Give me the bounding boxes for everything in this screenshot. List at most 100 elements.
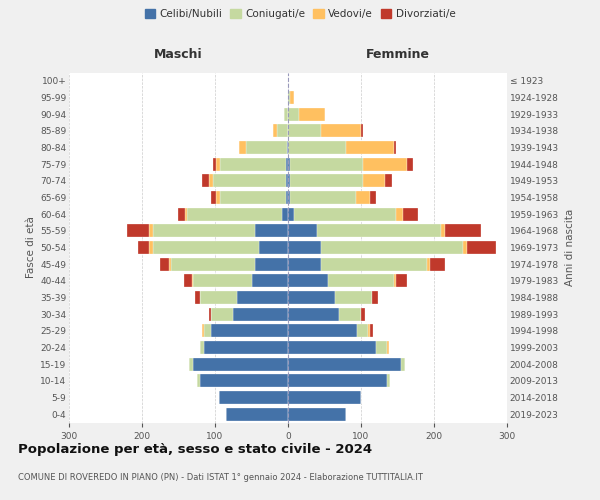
Bar — [321, 241, 463, 254]
Bar — [299, 108, 325, 120]
Legend: Celibi/Nubili, Coniugati/e, Vedovi/e, Divorziati/e: Celibi/Nubili, Coniugati/e, Vedovi/e, Di… — [140, 5, 460, 24]
Bar — [286, 158, 288, 170]
Bar — [370, 191, 376, 204]
Bar — [288, 358, 401, 370]
Bar — [160, 258, 169, 270]
Bar — [193, 358, 288, 370]
Bar — [372, 291, 378, 304]
Bar — [149, 224, 153, 237]
Bar — [190, 358, 193, 370]
Bar — [200, 374, 288, 388]
Bar — [290, 158, 363, 170]
Bar — [255, 258, 288, 270]
Bar — [274, 124, 277, 138]
Bar — [370, 324, 373, 338]
Bar — [204, 341, 288, 354]
Bar — [288, 408, 346, 420]
Bar — [361, 124, 363, 138]
Bar — [288, 274, 328, 287]
Bar — [445, 224, 481, 237]
Bar — [396, 274, 407, 287]
Text: Maschi: Maschi — [154, 48, 203, 61]
Bar — [178, 208, 185, 220]
Bar — [149, 241, 153, 254]
Bar — [328, 274, 394, 287]
Bar — [288, 158, 290, 170]
Bar — [251, 274, 288, 287]
Bar — [288, 174, 290, 188]
Bar — [407, 158, 413, 170]
Bar — [217, 191, 220, 204]
Bar — [211, 324, 288, 338]
Bar — [213, 174, 286, 188]
Bar — [202, 174, 209, 188]
Bar — [386, 374, 390, 388]
Bar — [288, 91, 290, 104]
Bar — [288, 341, 376, 354]
Bar — [288, 108, 299, 120]
Bar — [153, 241, 259, 254]
Bar — [194, 291, 200, 304]
Bar — [287, 141, 288, 154]
Bar — [171, 258, 255, 270]
Bar — [191, 274, 193, 287]
Bar — [288, 224, 317, 237]
Bar — [255, 224, 288, 237]
Bar — [209, 308, 211, 320]
Bar — [363, 158, 407, 170]
Bar — [153, 224, 255, 237]
Bar — [187, 208, 282, 220]
Bar — [363, 174, 385, 188]
Bar — [213, 158, 217, 170]
Bar — [209, 174, 213, 188]
Bar — [427, 258, 430, 270]
Bar — [226, 408, 288, 420]
Bar — [184, 274, 191, 287]
Bar — [288, 241, 321, 254]
Bar — [290, 191, 356, 204]
Bar — [282, 208, 288, 220]
Bar — [247, 141, 287, 154]
Y-axis label: Fasce di età: Fasce di età — [26, 216, 36, 278]
Bar — [403, 208, 418, 220]
Bar — [290, 91, 294, 104]
Bar — [321, 124, 361, 138]
Bar — [321, 258, 427, 270]
Bar — [217, 158, 220, 170]
Text: Popolazione per età, sesso e stato civile - 2024: Popolazione per età, sesso e stato civil… — [18, 442, 372, 456]
Bar — [239, 141, 247, 154]
Bar — [288, 374, 386, 388]
Bar — [385, 174, 392, 188]
Bar — [211, 308, 233, 320]
Bar — [356, 191, 370, 204]
Bar — [368, 324, 370, 338]
Bar — [237, 291, 288, 304]
Text: COMUNE DI ROVEREDO IN PIANO (PN) - Dati ISTAT 1° gennaio 2024 - Elaborazione TUT: COMUNE DI ROVEREDO IN PIANO (PN) - Dati … — [18, 472, 423, 482]
Bar — [288, 191, 290, 204]
Bar — [233, 308, 288, 320]
Bar — [288, 324, 358, 338]
Bar — [202, 324, 204, 338]
Bar — [139, 241, 149, 254]
Bar — [127, 224, 149, 237]
Bar — [288, 391, 361, 404]
Bar — [193, 274, 251, 287]
Bar — [396, 208, 403, 220]
Bar — [290, 174, 363, 188]
Bar — [339, 308, 361, 320]
Y-axis label: Anni di nascita: Anni di nascita — [565, 209, 575, 286]
Bar — [288, 141, 346, 154]
Bar — [197, 374, 200, 388]
Bar — [288, 258, 321, 270]
Bar — [288, 124, 321, 138]
Bar — [386, 341, 389, 354]
Text: Femmine: Femmine — [365, 48, 430, 61]
Bar — [284, 108, 288, 120]
Bar — [288, 208, 294, 220]
Bar — [220, 158, 286, 170]
Bar — [220, 191, 286, 204]
Bar — [346, 141, 394, 154]
Bar — [288, 308, 339, 320]
Bar — [286, 174, 288, 188]
Bar — [288, 291, 335, 304]
